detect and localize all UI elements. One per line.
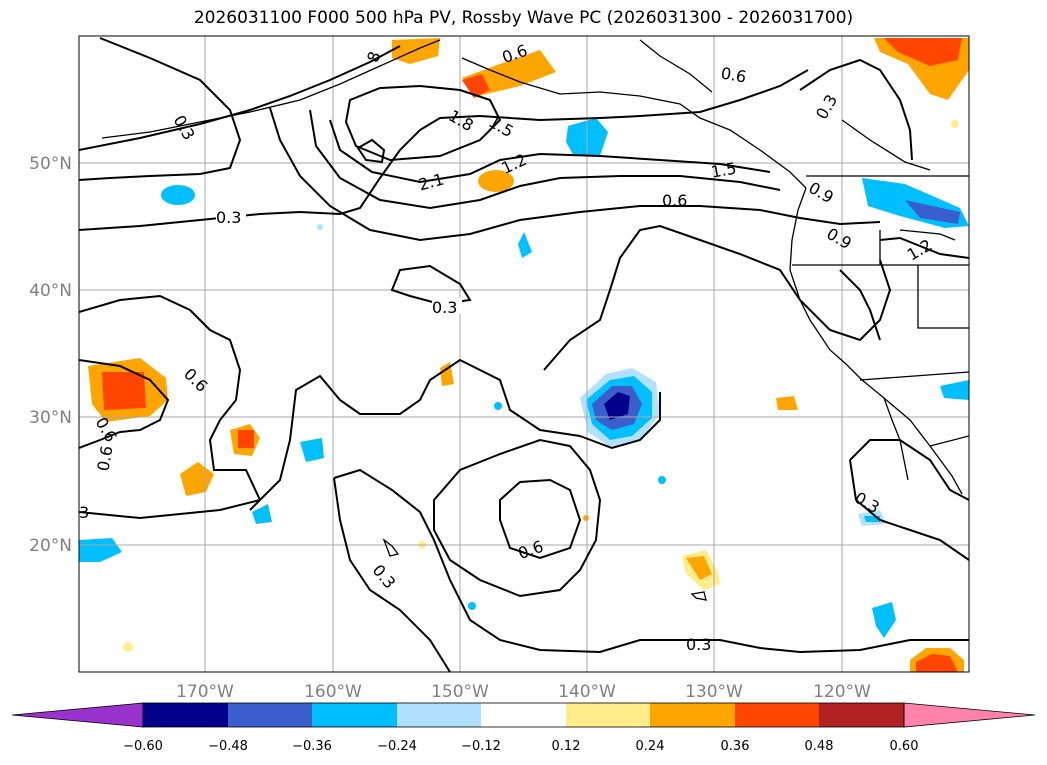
contour-label: 0.6 <box>719 63 747 86</box>
colorbar-segment <box>735 703 819 727</box>
lat-label: 50°N <box>29 154 72 174</box>
colorbar-segment <box>397 703 481 727</box>
map-frame <box>78 35 970 673</box>
colorbar-segment <box>143 703 228 727</box>
colorbar-segment <box>481 703 566 727</box>
colorbar-extend-high <box>903 702 1036 728</box>
contour-label: 0.6 <box>662 191 687 210</box>
map-title: 2026031100 F000 500 hPa PV, Rossby Wave … <box>193 8 854 28</box>
contour-label: 0.6 <box>93 444 116 472</box>
contour-label: 0.3 <box>216 208 241 227</box>
colorbar-tick: −0.60 <box>123 739 163 754</box>
colorbar-tick: −0.12 <box>461 739 501 754</box>
lat-label: 40°N <box>29 281 72 301</box>
anomaly-fill <box>79 38 969 672</box>
graticule <box>79 36 969 672</box>
colorbar: −0.60 −0.48 −0.36 −0.24 −0.12 0.12 0.24 … <box>11 702 1036 754</box>
lon-label: 160°W <box>304 682 362 702</box>
pv-contours <box>79 37 969 672</box>
map-background <box>79 36 969 672</box>
colorbar-segment <box>566 703 650 727</box>
latitude-labels: 50°N 40°N 30°N 20°N <box>29 154 72 556</box>
lat-label: 20°N <box>29 536 72 556</box>
colorbar-tick: −0.36 <box>292 739 332 754</box>
colorbar-tick: 0.24 <box>636 739 665 754</box>
colorbar-tick: 0.36 <box>721 739 750 754</box>
coastlines <box>101 39 969 601</box>
lon-label: 140°W <box>558 682 616 702</box>
contour-label: 3 <box>79 503 89 522</box>
lat-label: 30°N <box>29 408 72 428</box>
contour-label: 0.3 <box>686 635 711 654</box>
lon-label: 120°W <box>813 682 871 702</box>
lon-label: 150°W <box>431 682 489 702</box>
colorbar-segment <box>228 703 312 727</box>
longitude-labels: 170°W 160°W 150°W 140°W 130°W 120°W <box>176 682 871 702</box>
contour-label: 0.3 <box>432 298 457 317</box>
lon-label: 170°W <box>176 682 234 702</box>
colorbar-segment <box>650 703 735 727</box>
colorbar-ticks: −0.60 −0.48 −0.36 −0.24 −0.12 0.12 0.24 … <box>123 739 918 754</box>
contour-label: 1.5 <box>710 159 738 182</box>
colorbar-tick: −0.24 <box>377 739 417 754</box>
colorbar-tick: 0.12 <box>552 739 581 754</box>
colorbar-segment <box>312 703 397 727</box>
colorbar-tick: 0.48 <box>805 739 834 754</box>
colorbar-segment <box>819 703 904 727</box>
colorbar-tick: 0.60 <box>890 739 919 754</box>
colorbar-tick: −0.48 <box>208 739 248 754</box>
lon-label: 130°W <box>685 682 743 702</box>
colorbar-extend-low <box>11 702 144 728</box>
